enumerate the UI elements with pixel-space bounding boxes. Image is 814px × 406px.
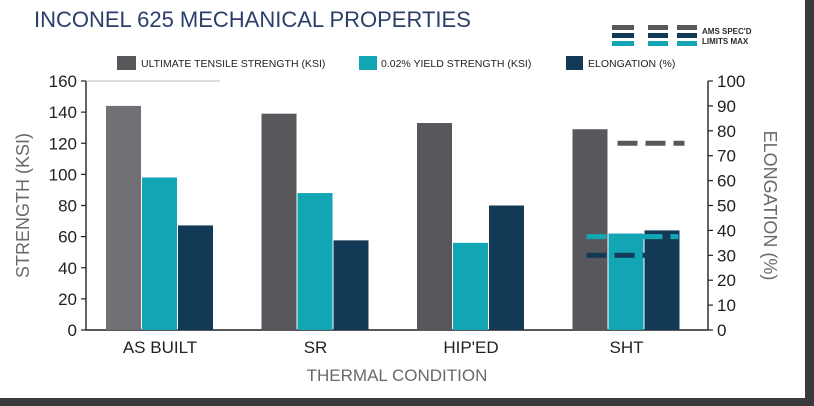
y-axis-right-title: ELONGATION (%) bbox=[760, 131, 780, 281]
x-tick-label: SR bbox=[304, 338, 328, 357]
spec-legend-swatch-navy-2 bbox=[648, 33, 668, 38]
bar-0-02-yield-strength-ksi-hip-ed bbox=[453, 242, 488, 330]
y-right-tick-label: 40 bbox=[717, 221, 736, 240]
y-left-tick-label: 20 bbox=[58, 290, 77, 309]
spec-limit-uts-mark bbox=[645, 140, 666, 146]
spec-legend-swatch-teal-3 bbox=[677, 41, 697, 46]
bar-ultimate-tensile-strength-ksi-sr bbox=[261, 113, 297, 331]
y-axis-left-title: STRENGTH (KSI) bbox=[13, 133, 33, 278]
x-tick-label: AS BUILT bbox=[123, 338, 197, 357]
spec-limit-marks bbox=[586, 140, 685, 258]
bar-ultimate-tensile-strength-ksi-as-built bbox=[106, 105, 141, 331]
y-left-tick-label: 80 bbox=[58, 197, 77, 216]
y-left-tick-label: 140 bbox=[49, 103, 77, 122]
spec-legend-swatch-teal-1 bbox=[612, 41, 634, 46]
y-left-tick-label: 40 bbox=[58, 259, 77, 278]
spec-legend-swatch-navy-3 bbox=[677, 33, 697, 38]
y-left-tick-label: 60 bbox=[58, 228, 77, 247]
legend-swatch-ultimate-tensile-strength-ksi bbox=[117, 56, 136, 70]
spec-limit-yield-mark bbox=[614, 234, 635, 240]
bar-elongation-hip-ed bbox=[489, 205, 524, 330]
spec-limit-uts-mark bbox=[673, 140, 685, 146]
spec-limit-yield-mark bbox=[670, 234, 679, 240]
bars bbox=[106, 105, 680, 331]
spec-limit-elongation-mark bbox=[642, 252, 651, 258]
spec-legend: AMS SPEC'D LIMITS MAX bbox=[612, 25, 752, 46]
spec-legend-swatch-gray-3 bbox=[677, 25, 697, 30]
bar-ultimate-tensile-strength-ksi-sht bbox=[572, 129, 608, 330]
y-right-tick-label: 70 bbox=[717, 147, 736, 166]
bar-elongation-sr bbox=[333, 240, 369, 330]
y-left-tick-label: 120 bbox=[49, 134, 77, 153]
spec-limit-yield-mark bbox=[642, 234, 663, 240]
spec-limit-elongation-mark bbox=[614, 252, 635, 258]
x-tick-label: HIP'ED bbox=[443, 338, 498, 357]
legend-label: ELONGATION (%) bbox=[588, 58, 675, 70]
y-right-tick-label: 10 bbox=[717, 296, 736, 315]
legend-label: 0.02% YIELD STRENGTH (KSI) bbox=[381, 58, 531, 70]
bar-elongation-as-built bbox=[178, 225, 213, 330]
y-right-tick-label: 20 bbox=[717, 271, 736, 290]
bar-0-02-yield-strength-ksi-sht bbox=[608, 233, 644, 330]
y-right-tick-label: 80 bbox=[717, 122, 736, 141]
legend: ULTIMATE TENSILE STRENGTH (KSI) 0.02% YIE… bbox=[117, 56, 675, 70]
spec-legend-swatch-gray-2 bbox=[648, 25, 668, 30]
y-right-tick-label: 60 bbox=[717, 172, 736, 191]
spec-limit-uts-mark bbox=[617, 140, 638, 146]
y-left-tick-label: 100 bbox=[49, 165, 77, 184]
x-axis-title: THERMAL CONDITION bbox=[307, 366, 488, 385]
bar-0-02-yield-strength-ksi-as-built bbox=[142, 177, 177, 330]
spec-legend-swatch-teal-2 bbox=[648, 41, 668, 46]
y-right-tick-label: 0 bbox=[717, 321, 726, 340]
spec-legend-swatch-gray-1 bbox=[612, 25, 634, 30]
y-right-tick-label: 30 bbox=[717, 246, 736, 265]
y-left-tick-label: 0 bbox=[68, 321, 77, 340]
y-right-tick-label: 50 bbox=[717, 197, 736, 216]
spec-legend-label-2: LIMITS MAX bbox=[702, 37, 749, 46]
bar-ultimate-tensile-strength-ksi-hip-ed bbox=[417, 123, 452, 330]
y-left-tick-label: 160 bbox=[49, 72, 77, 91]
spec-legend-label-1: AMS SPEC'D bbox=[702, 27, 752, 36]
legend-label: ULTIMATE TENSILE STRENGTH (KSI) bbox=[141, 58, 325, 70]
spec-legend-swatch-navy-1 bbox=[612, 33, 634, 38]
y-right-tick-label: 100 bbox=[717, 72, 745, 91]
legend-swatch-elongation bbox=[566, 56, 583, 70]
bar-elongation-sht bbox=[644, 230, 680, 330]
spec-limit-elongation-mark bbox=[586, 252, 607, 258]
chart-title: INCONEL 625 MECHANICAL PROPERTIES bbox=[34, 7, 471, 32]
x-tick-label: SHT bbox=[610, 338, 644, 357]
y-right-tick-label: 90 bbox=[717, 97, 736, 116]
legend-swatch-0-02-yield-strength-ksi bbox=[359, 56, 377, 70]
frame-bottom-edge bbox=[0, 398, 814, 406]
spec-limit-yield-mark bbox=[586, 234, 607, 240]
axes: 0 20 40 60 80 100 120 140 160 0 10 20 30 40 50 60 70 80 90… bbox=[13, 72, 780, 385]
frame-right-edge bbox=[805, 0, 814, 406]
bar-0-02-yield-strength-ksi-sr bbox=[297, 193, 333, 330]
